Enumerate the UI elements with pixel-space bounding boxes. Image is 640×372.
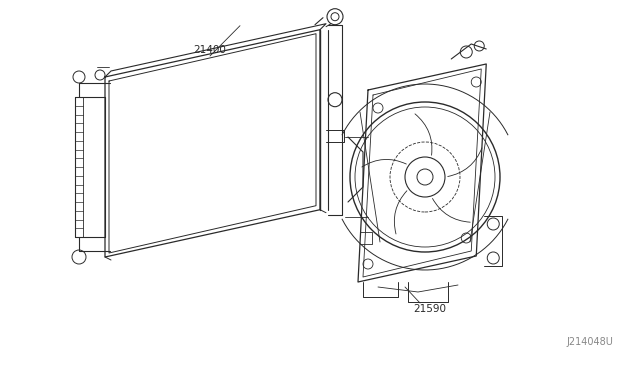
Text: J214048U: J214048U bbox=[566, 337, 613, 347]
Text: 21590: 21590 bbox=[413, 304, 447, 314]
Text: 21400: 21400 bbox=[193, 45, 227, 55]
